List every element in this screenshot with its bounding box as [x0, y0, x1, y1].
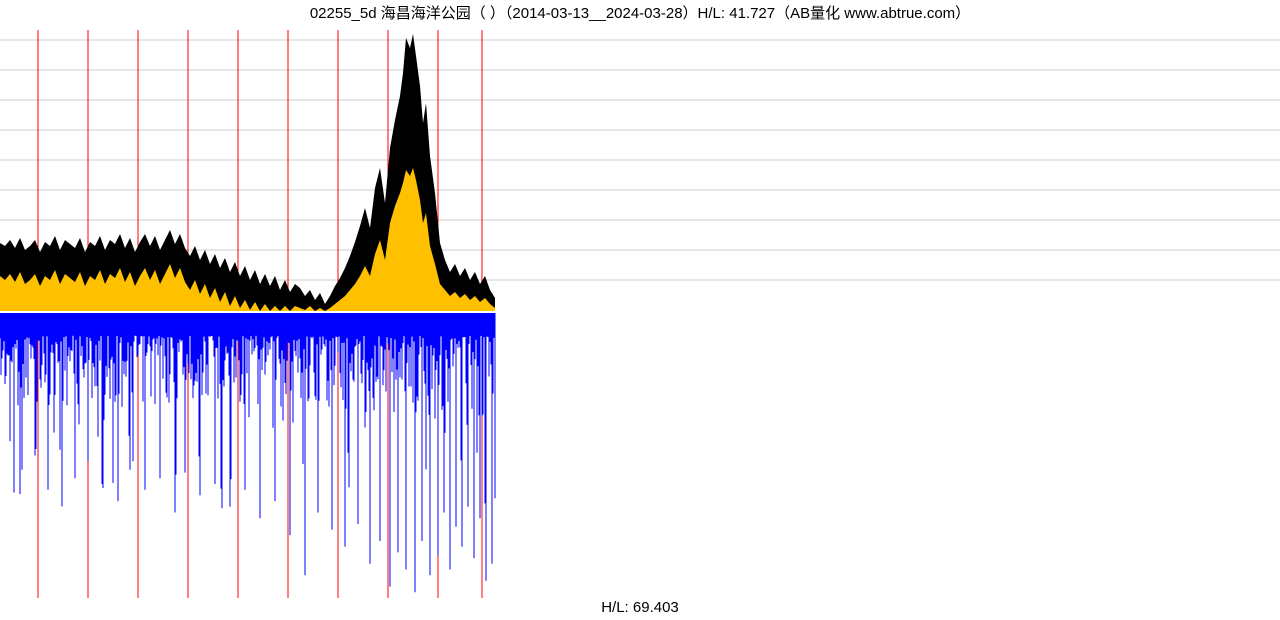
chart-svg [0, 28, 1280, 598]
chart-title: 02255_5d 海昌海洋公园（ ）（2014-03-13__2024-03-2… [0, 2, 1280, 23]
chart-container [0, 28, 1280, 598]
bottom-ratio-label: H/L: 69.403 [0, 599, 1280, 616]
